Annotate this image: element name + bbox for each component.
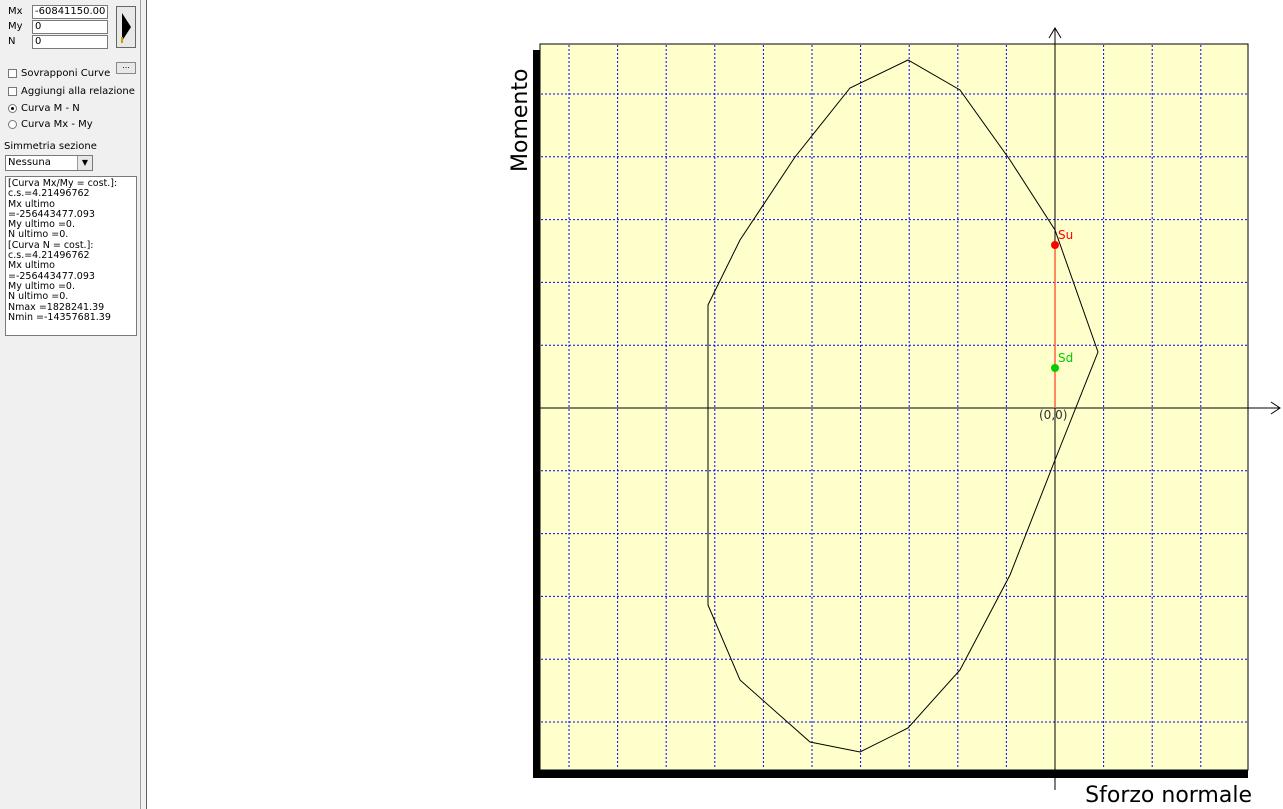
point-sd <box>1051 364 1059 372</box>
output-line: [Curva N = cost.]: <box>8 239 94 251</box>
option-label: Curva Mx - My <box>21 119 93 130</box>
field-input[interactable]: -60841150.00 <box>32 5 108 19</box>
output-line: [Curva Mx/My = cost.]: <box>8 178 118 189</box>
side-panel: Mx -60841150.00 My 0 N 0 ... Sovrapponi Curve… <box>0 0 140 809</box>
domain-curve <box>707 59 1099 753</box>
checkbox-box <box>8 69 17 78</box>
x-label: Sforzo normale <box>1085 783 1252 808</box>
field-input[interactable]: 0 <box>32 20 108 34</box>
label-sd: Sd <box>1058 351 1073 365</box>
radio[interactable]: Curva Mx - My <box>8 119 93 130</box>
output-line: My ultimo =0. <box>8 280 75 292</box>
output-line: c.s.=4.21496762 <box>8 250 90 262</box>
radio-dot <box>8 104 17 113</box>
more-button[interactable]: ... <box>116 62 136 74</box>
checkbox[interactable]: Aggiungi alla relazione <box>8 86 135 97</box>
label-su: Su <box>1058 228 1073 242</box>
symmetry-select[interactable]: Nessuna ▼ <box>5 155 93 171</box>
compute-button[interactable] <box>116 6 136 48</box>
splitter[interactable] <box>140 0 147 809</box>
dropdown-arrow: ▼ <box>77 156 92 170</box>
output-line: Mx ultimo =-256443477.093 <box>8 260 95 282</box>
point-su <box>1051 241 1059 249</box>
checkbox-box <box>8 87 17 96</box>
field-label: Mx <box>8 6 23 17</box>
output-line: N ultimo =0. <box>8 229 69 241</box>
output-line: c.s.=4.21496762 <box>8 188 90 200</box>
symmetry-label: Simmetria sezione <box>4 141 97 152</box>
symmetry-value: Nessuna <box>8 157 51 168</box>
field-label: N <box>8 36 16 47</box>
y-label: Momento <box>508 69 533 172</box>
output-line: Nmin =-14357681.39 <box>8 311 111 323</box>
output-line: N ultimo =0. <box>8 291 69 303</box>
checkbox[interactable]: Sovrapponi Curve <box>8 68 110 79</box>
plot-area <box>539 43 1249 771</box>
radio-dot <box>8 120 17 129</box>
radio[interactable]: Curva M - N <box>8 103 80 114</box>
shadow <box>533 770 1248 778</box>
output-line: Nmax =1828241.39 <box>8 301 105 313</box>
output-box: [Curva Mx/My = cost.]: c.s.=4.21496762 Mx … <box>5 176 137 336</box>
option-label: Sovrapponi Curve <box>21 68 111 79</box>
origin-label: (0,0) <box>1039 408 1067 422</box>
arrow <box>1048 27 1062 39</box>
field-input[interactable]: 0 <box>32 35 108 49</box>
option-label: Aggiungi alla relazione <box>21 86 135 97</box>
field-label: My <box>8 21 23 32</box>
option-label: Curva M - N <box>21 103 80 114</box>
arrow <box>1270 401 1281 415</box>
output-line: Mx ultimo =-256443477.093 <box>8 198 95 220</box>
shadow <box>533 50 541 778</box>
output-line: My ultimo =0. <box>8 219 75 231</box>
